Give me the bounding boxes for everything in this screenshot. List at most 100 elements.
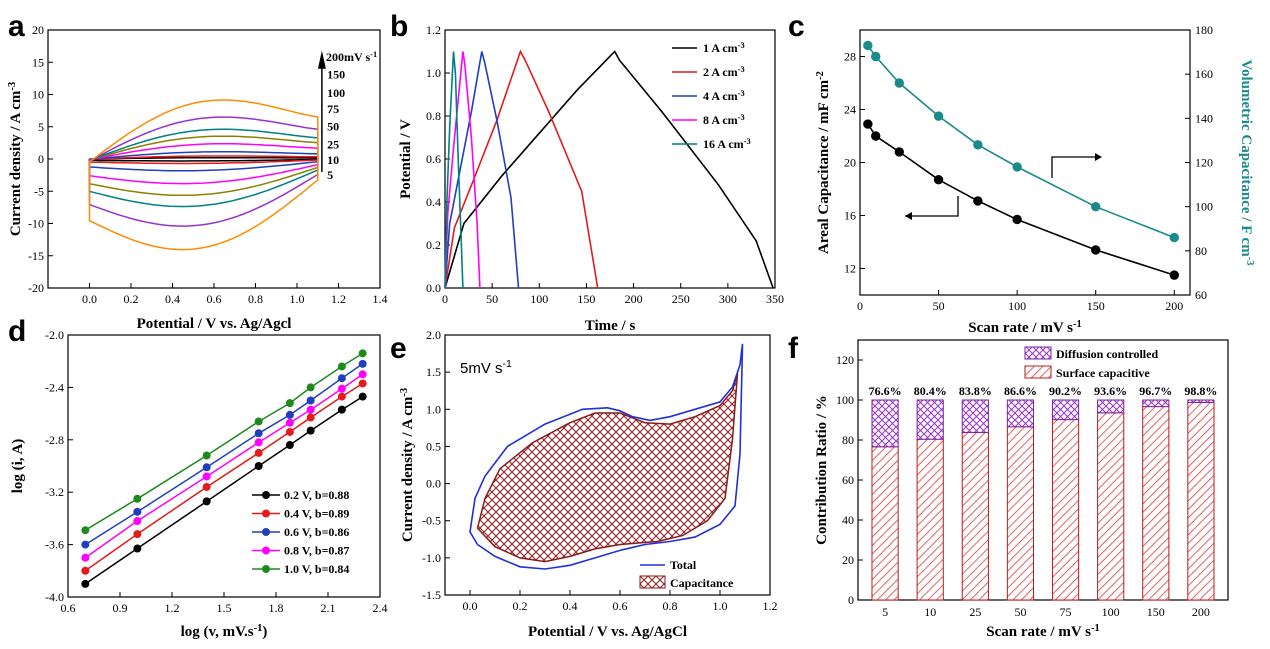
x-tick-label: 200 [1192,605,1210,619]
y-tick-label: 24 [844,103,856,117]
y2-tick-label: 180 [1195,23,1213,37]
data-point [133,494,142,503]
bar-diffusion-controlled [1187,399,1215,403]
y-tick-label: 28 [844,50,856,64]
data-point [285,441,294,450]
x-tick-label: 1.0 [713,599,728,613]
data-point [894,78,904,88]
scan-rate-annotation: 5mV s-1 [460,358,512,377]
x-tick-label: 0 [857,299,863,313]
x-tick-label: 10 [924,605,936,619]
x-axis-label: Time / s [585,318,636,334]
data-point [133,544,142,553]
data-label: 80.4% [914,384,947,398]
x-tick-label: 5 [882,605,888,619]
bar-diffusion-controlled [1006,399,1035,428]
scan-label: 75 [327,102,339,116]
data-point [1091,201,1101,212]
legend-marker [262,491,270,499]
legend-label: 0.4 V, b=0.89 [284,507,349,521]
x-tick-label: 1.0 [290,292,305,306]
bar-diffusion-controlled [916,399,944,440]
x-tick-label: 0 [442,292,448,306]
y-tick-label: 100 [836,393,854,407]
legend-label: 2 A cm-3 [703,65,745,80]
data-point [358,370,367,379]
data-label: 98.8% [1184,384,1217,398]
data-point [863,119,873,129]
legend-label: 16 A cm-3 [703,137,751,152]
panel-f: 0 20 40 60 80 100 120 5 76.6% 10 80.4% 25 83.8% 50 86.… [814,339,1229,640]
bar-surface-capacitive [916,438,944,601]
y-tick-label: -2.0 [45,328,64,342]
data-point [863,40,873,51]
y-tick-label: -3.2 [45,485,64,499]
data-point [202,497,211,506]
legend-label: Diffusion controlled [1056,347,1158,361]
x-tick-label: 0.8 [663,599,678,613]
y2-tick-label: 140 [1195,111,1213,125]
y-tick-label: 0.0 [426,477,441,491]
y-axis-label: Current density / A cm-3 [7,82,25,236]
x-tick-label: 100 [1008,299,1026,313]
legend-swatch [1024,346,1052,360]
data-point [358,359,367,368]
bar-surface-capacitive [1097,412,1125,601]
plot-frame [859,29,1191,296]
x-tick-label: 1.5 [217,601,232,615]
data-point [202,451,211,460]
data-point [81,526,90,535]
arrow-head [1095,153,1102,161]
y-tick-label: 80 [842,433,854,447]
y-axis-label: Contribution Ratio / % [814,395,830,545]
x-axis-label: Potential / V vs. Ag/Agcl [137,316,292,332]
gcd-curve [444,49,599,289]
data-point [337,384,346,393]
y-tick-label: -5 [34,184,44,198]
panel-c: 0 50 100 150 200 12 16 20 24 28 60 80 100 120 140 160 18… [815,23,1256,336]
total-curve [469,343,744,570]
fit-line [84,363,364,546]
data-point [973,140,983,150]
x-tick-label: 100 [1102,605,1120,619]
data-point [254,429,263,438]
y-tick-label: 120 [836,353,854,367]
data-point [358,392,367,401]
panel-e: 0.0 0.2 0.4 0.6 0.8 1.0 1.2 -1.5 -1.0 -0.5 0.0 0.5 1… [399,328,778,640]
bar-surface-capacitive [1051,419,1080,601]
y-axis-label: log (i, A) [10,439,26,494]
legend-swatch [639,575,666,589]
x-tick-label: 300 [719,292,737,306]
y-axis-label: Areal Capacitance / mF cm-2 [815,71,833,254]
legend-marker [262,509,270,518]
x-tick-label: 1.4 [373,292,388,306]
scan-label: 150 [327,67,345,81]
x-tick-label: 150 [1147,605,1165,619]
data-label: 90.2% [1049,384,1082,398]
data-label: 76.6% [869,384,902,398]
y-tick-label: -1.0 [422,551,441,565]
legend-label: 1 A cm-3 [703,41,745,56]
x-tick-label: 0.2 [513,599,528,613]
data-point [133,517,142,526]
data-label: 86.6% [1004,384,1037,398]
y-tick-label: 1.0 [426,66,441,80]
gcd-curve [444,50,774,289]
fit-line [867,123,1175,276]
x-axis-label: Scan rate / mV s-1 [968,319,1081,337]
data-point [973,196,983,206]
y-tick-label: 0 [848,593,854,607]
x-tick-label: 1.8 [269,601,284,615]
data-point [1169,270,1179,280]
data-point [1091,245,1101,255]
fit-line [84,395,364,585]
scan-label: 10 [327,153,339,167]
scan-label: 100 [327,86,345,100]
data-point [933,111,944,121]
bar-diffusion-controlled [871,399,899,448]
data-point [306,383,315,392]
legend-marker [262,565,270,573]
legend-label: Surface capacitive [1056,366,1150,380]
legend-label: 0.6 V, b=0.86 [284,525,349,539]
arrow-head [317,50,326,69]
